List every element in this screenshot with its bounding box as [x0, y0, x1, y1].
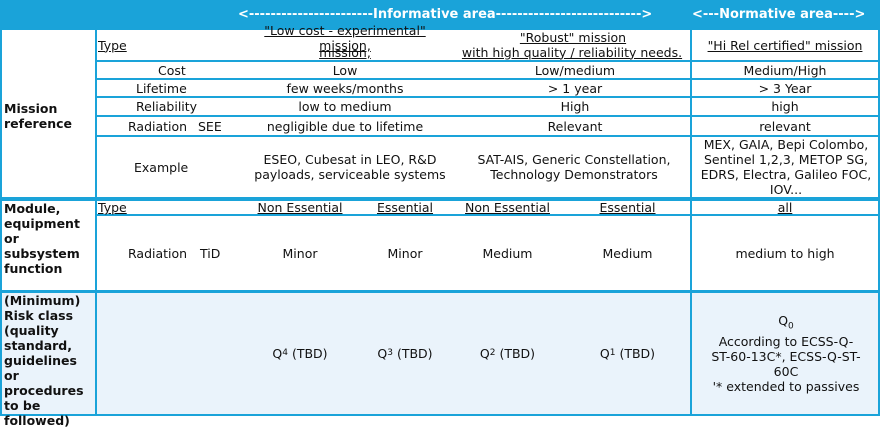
module-type-4: Essential — [599, 200, 656, 215]
section-divider — [0, 290, 880, 293]
reliability-col3: high — [771, 99, 799, 114]
row-label-lifetime: Lifetime — [136, 80, 187, 96]
cost-col3: Medium/High — [743, 62, 827, 78]
lifetime-col2: > 1 year — [547, 80, 603, 96]
left-border — [0, 30, 2, 416]
risk-normative-cell: Q0 According to ECSS-Q-ST-60-13C*, ECSS-… — [694, 293, 878, 414]
normative-area-label: <---Normative area----> — [692, 7, 866, 22]
module-type-5: all — [777, 200, 793, 215]
mission-reference-label: Mission reference — [4, 101, 72, 131]
grid-line — [96, 135, 880, 137]
row-label-cost: Cost — [158, 62, 186, 78]
module-type-1: Non Essential — [257, 200, 343, 215]
col2-title: "Robust" mission — [519, 30, 627, 45]
grid-line — [96, 214, 880, 216]
section-divider — [0, 197, 880, 201]
risk-section-label: (Minimum) Risk class (quality standard, … — [4, 293, 84, 428]
lifetime-col1: few weeks/months — [286, 80, 404, 96]
grid-line — [96, 78, 880, 80]
col1-title: "Low cost - experimental" mission, — [264, 22, 426, 53]
col3-title: "Hi Rel certified" mission — [707, 37, 863, 53]
bottom-border — [0, 414, 880, 416]
grid-vline — [95, 30, 97, 416]
module-type-2: Essential — [376, 200, 434, 215]
risk-normative-text: According to ECSS-Q-ST-60-13C*, ECSS-Q-S… — [711, 334, 861, 380]
grid-line — [96, 115, 880, 117]
example-col3: MEX, GAIA, Bepi Colombo, Sentinel 1,2,3,… — [700, 137, 872, 197]
row-label-radiation: Radiation — [128, 118, 188, 134]
module-type-3: Non Essential — [465, 200, 550, 215]
module-value-4: Medium — [602, 245, 653, 261]
radiation-col1: negligible due to lifetime — [266, 118, 424, 134]
normative-divider — [690, 30, 692, 416]
example-col1: ESEO, Cubesat in LEO, R&D payloads, serv… — [254, 152, 446, 182]
module-value-5: medium to high — [735, 245, 835, 261]
grid-line — [96, 60, 880, 62]
row-label-reliability: Reliability — [136, 99, 198, 114]
risk-normative-class: Q0 — [778, 312, 794, 332]
mission-type-label: Type — [98, 37, 127, 53]
module-value-1: Minor — [282, 245, 318, 261]
row-sublabel-see: SEE — [198, 118, 222, 134]
module-radiation-sub: TiD — [200, 245, 221, 261]
reliability-col1: low to medium — [298, 99, 392, 114]
module-type-label: Type — [98, 200, 127, 215]
row-label-example: Example — [134, 159, 189, 175]
risk-normative-note: '* extended to passives — [712, 379, 860, 395]
module-value-3: Medium — [482, 245, 533, 261]
lifetime-col3: > 3 Year — [758, 80, 812, 96]
col1-title-cont: mission, — [319, 44, 371, 60]
cost-col1: Low — [332, 62, 358, 78]
risk-section-bg — [0, 292, 880, 416]
module-radiation-label: Radiation — [128, 245, 188, 261]
module-section-label: Module, equipment or subsystem function — [4, 201, 80, 276]
informative-area-label: <-----------------------Informative area… — [238, 7, 653, 22]
right-border — [878, 30, 880, 416]
module-value-2: Minor — [387, 245, 423, 261]
radiation-col3: relevant — [759, 118, 811, 134]
cost-col2: Low/medium — [534, 62, 616, 78]
grid-line — [96, 96, 880, 98]
example-col2: SAT-AIS, Generic Constellation, Technolo… — [477, 152, 671, 182]
radiation-col2: Relevant — [547, 118, 603, 134]
col2-subtitle: with high quality / reliability needs. — [461, 44, 683, 60]
area-header: <-----------------------Informative area… — [0, 0, 880, 30]
reliability-col2: High — [560, 99, 590, 114]
